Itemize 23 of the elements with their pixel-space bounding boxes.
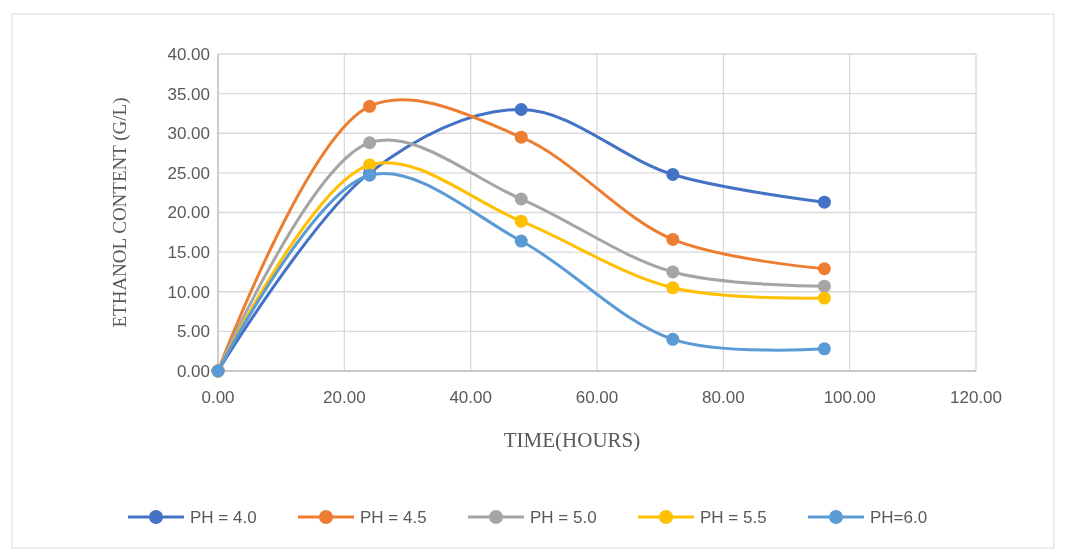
- y-tick-label: 5.00: [176, 322, 210, 342]
- x-axis-title: TIME(HOURS): [503, 428, 641, 452]
- y-tick-label: 10.00: [167, 282, 210, 302]
- x-tick-label: 120.00: [950, 388, 1002, 407]
- y-tick-label: 0.00: [176, 361, 210, 381]
- y-tick-label: 35.00: [167, 84, 210, 104]
- y-tick-label: 20.00: [167, 203, 210, 223]
- y-tick-label: 30.00: [167, 124, 210, 144]
- legend-label: PH = 5.5: [700, 507, 767, 527]
- legend-label: PH = 5.0: [530, 507, 597, 527]
- y-tick-label: 40.00: [167, 44, 210, 64]
- x-tick-label: 100.00: [823, 388, 876, 407]
- y-tick-label: 25.00: [167, 163, 210, 183]
- x-tick-label: 60.00: [575, 388, 619, 407]
- y-axis-title: ETHANOL CONTENT (G/L): [109, 97, 131, 328]
- x-tick-label: 20.00: [323, 388, 366, 407]
- x-tick-label: 80.00: [702, 388, 745, 407]
- x-tick-label: 0.00: [201, 388, 235, 407]
- legend-label: PH = 4.5: [360, 507, 427, 527]
- legend-label: PH=6.0: [870, 507, 928, 527]
- legend-label: PH = 4.0: [190, 507, 257, 527]
- x-tick-label: 40.00: [449, 388, 492, 407]
- y-tick-label: 15.00: [167, 243, 210, 263]
